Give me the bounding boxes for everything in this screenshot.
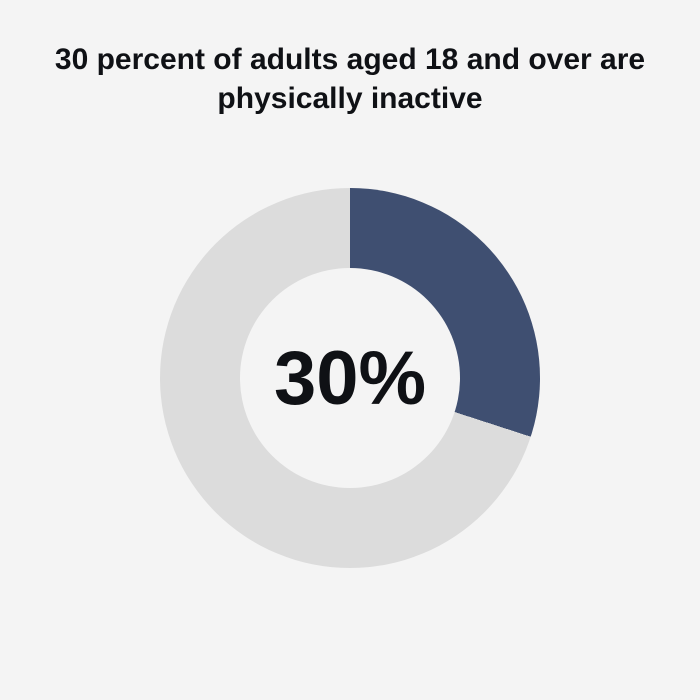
donut-center-label: 30% bbox=[274, 335, 426, 422]
chart-title: 30 percent of adults aged 18 and over ar… bbox=[50, 40, 650, 118]
donut-chart: 30% bbox=[160, 188, 540, 568]
donut-hole: 30% bbox=[240, 268, 460, 488]
